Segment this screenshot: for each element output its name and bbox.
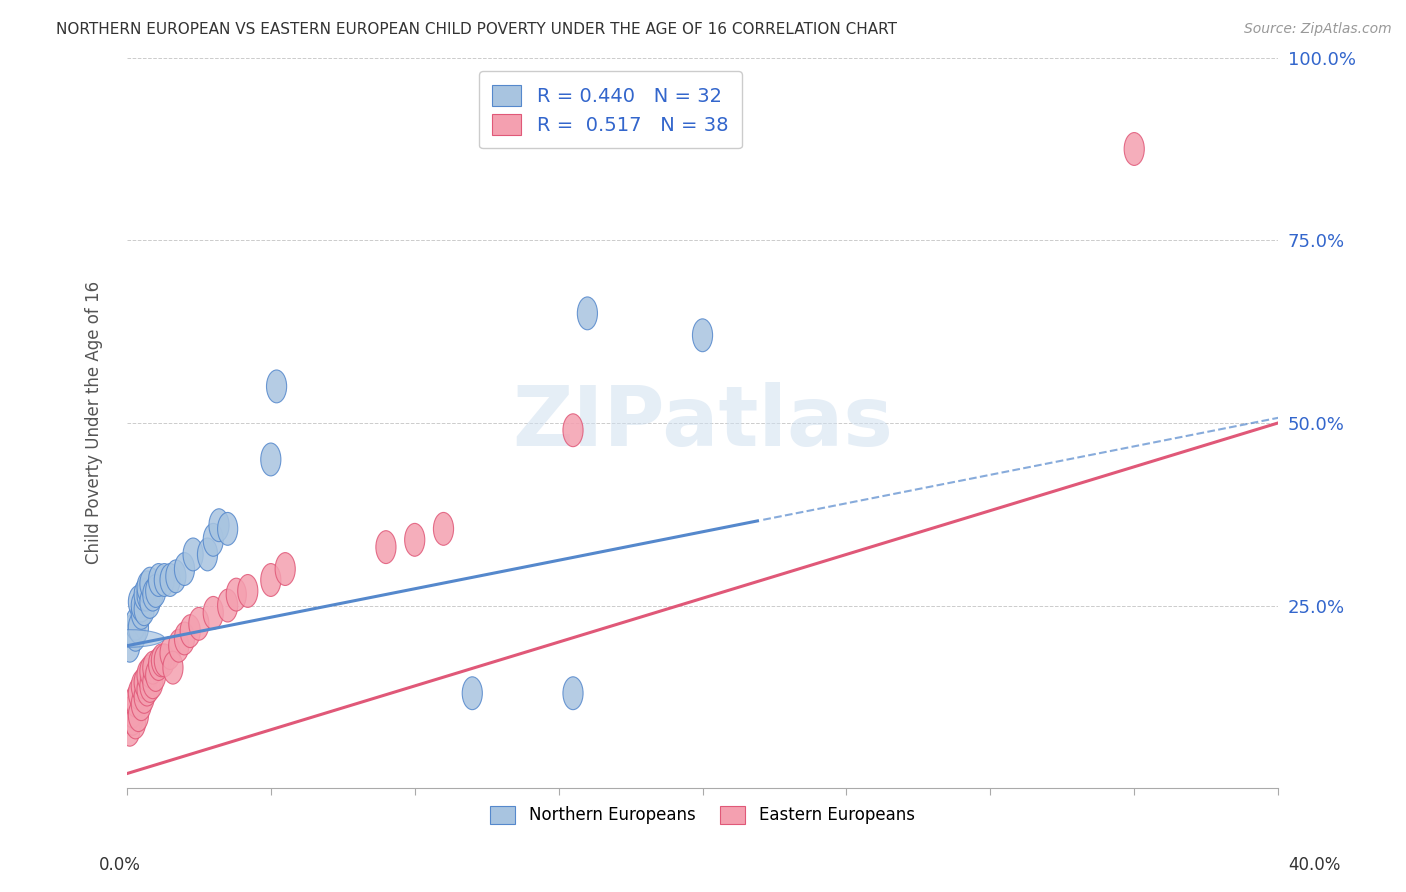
- Ellipse shape: [136, 571, 157, 604]
- Ellipse shape: [160, 637, 180, 670]
- Text: 40.0%: 40.0%: [1288, 855, 1341, 873]
- Ellipse shape: [131, 589, 152, 622]
- Ellipse shape: [143, 651, 163, 684]
- Ellipse shape: [152, 644, 172, 677]
- Ellipse shape: [136, 658, 157, 691]
- Ellipse shape: [276, 553, 295, 585]
- Ellipse shape: [197, 538, 218, 571]
- Ellipse shape: [120, 630, 139, 662]
- Ellipse shape: [134, 578, 155, 611]
- Text: Source: ZipAtlas.com: Source: ZipAtlas.com: [1244, 22, 1392, 37]
- Ellipse shape: [139, 655, 160, 688]
- Ellipse shape: [169, 630, 188, 662]
- Ellipse shape: [183, 538, 204, 571]
- Circle shape: [96, 630, 165, 648]
- Ellipse shape: [692, 318, 713, 351]
- Ellipse shape: [226, 578, 246, 611]
- Text: 0.0%: 0.0%: [98, 855, 141, 873]
- Ellipse shape: [209, 508, 229, 541]
- Ellipse shape: [163, 651, 183, 684]
- Ellipse shape: [405, 524, 425, 557]
- Ellipse shape: [131, 597, 152, 630]
- Ellipse shape: [134, 593, 155, 625]
- Ellipse shape: [128, 677, 149, 710]
- Ellipse shape: [131, 670, 152, 702]
- Ellipse shape: [128, 611, 149, 644]
- Ellipse shape: [149, 564, 169, 597]
- Ellipse shape: [238, 574, 257, 607]
- Ellipse shape: [143, 578, 163, 611]
- Ellipse shape: [562, 414, 583, 447]
- Ellipse shape: [120, 714, 139, 747]
- Ellipse shape: [146, 574, 166, 607]
- Ellipse shape: [433, 512, 454, 545]
- Ellipse shape: [155, 564, 174, 597]
- Ellipse shape: [134, 681, 155, 714]
- Ellipse shape: [136, 578, 157, 611]
- Ellipse shape: [463, 677, 482, 710]
- Ellipse shape: [174, 553, 194, 585]
- Ellipse shape: [139, 567, 160, 600]
- Ellipse shape: [122, 702, 143, 735]
- Ellipse shape: [125, 607, 146, 640]
- Legend: Northern Europeans, Eastern Europeans: Northern Europeans, Eastern Europeans: [484, 799, 921, 831]
- Ellipse shape: [125, 618, 146, 651]
- Ellipse shape: [155, 644, 174, 677]
- Ellipse shape: [125, 706, 146, 739]
- Ellipse shape: [375, 531, 396, 564]
- Text: NORTHERN EUROPEAN VS EASTERN EUROPEAN CHILD POVERTY UNDER THE AGE OF 16 CORRELAT: NORTHERN EUROPEAN VS EASTERN EUROPEAN CH…: [56, 22, 897, 37]
- Ellipse shape: [125, 684, 146, 717]
- Ellipse shape: [160, 564, 180, 597]
- Ellipse shape: [134, 665, 155, 698]
- Ellipse shape: [218, 589, 238, 622]
- Ellipse shape: [188, 607, 209, 640]
- Ellipse shape: [139, 585, 160, 618]
- Ellipse shape: [180, 615, 200, 648]
- Ellipse shape: [267, 370, 287, 403]
- Ellipse shape: [128, 585, 149, 618]
- Ellipse shape: [204, 524, 224, 557]
- Ellipse shape: [204, 597, 224, 630]
- Ellipse shape: [128, 698, 149, 731]
- Ellipse shape: [166, 560, 186, 593]
- Ellipse shape: [122, 695, 143, 728]
- Ellipse shape: [174, 622, 194, 655]
- Ellipse shape: [562, 677, 583, 710]
- Ellipse shape: [218, 512, 238, 545]
- Ellipse shape: [131, 688, 152, 721]
- Ellipse shape: [139, 670, 160, 702]
- Ellipse shape: [1125, 133, 1144, 165]
- Ellipse shape: [136, 673, 157, 706]
- Y-axis label: Child Poverty Under the Age of 16: Child Poverty Under the Age of 16: [86, 281, 103, 565]
- Ellipse shape: [143, 665, 163, 698]
- Text: ZIPatlas: ZIPatlas: [512, 383, 893, 464]
- Ellipse shape: [122, 615, 143, 648]
- Ellipse shape: [149, 648, 169, 681]
- Ellipse shape: [578, 297, 598, 330]
- Ellipse shape: [260, 564, 281, 597]
- Ellipse shape: [146, 658, 166, 691]
- Ellipse shape: [260, 443, 281, 476]
